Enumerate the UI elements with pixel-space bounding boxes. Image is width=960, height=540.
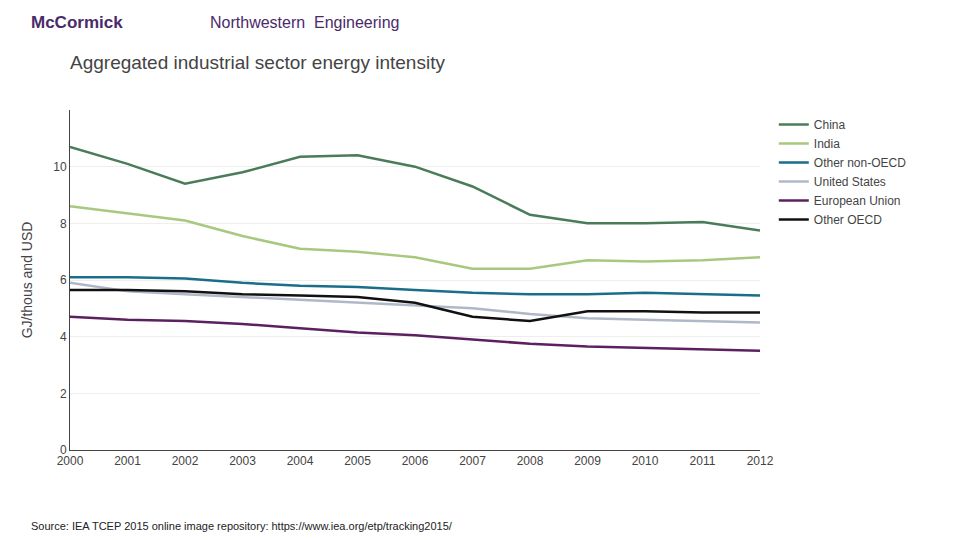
svg-text:Other non-OECD: Other non-OECD: [814, 156, 906, 170]
svg-text:2003: 2003: [229, 454, 256, 468]
svg-text:Other OECD: Other OECD: [814, 213, 882, 227]
svg-text:2: 2: [60, 387, 67, 401]
svg-text:8: 8: [60, 217, 67, 231]
svg-text:2011: 2011: [690, 454, 716, 468]
svg-text:2005: 2005: [344, 454, 371, 468]
svg-text:2007: 2007: [459, 454, 486, 468]
svg-text:Northwestern Engineering: Northwestern Engineering: [210, 14, 399, 31]
svg-text:2004: 2004: [287, 454, 314, 468]
svg-text:Aggregated industrial sector e: Aggregated industrial sector energy inte…: [70, 52, 445, 73]
svg-text:Source: IEA TCEP 2015 online i: Source: IEA TCEP 2015 online image repos…: [31, 520, 453, 532]
svg-text:2010: 2010: [632, 454, 659, 468]
svg-text:United States: United States: [814, 175, 886, 189]
svg-text:2006: 2006: [402, 454, 429, 468]
svg-text:European Union: European Union: [814, 194, 901, 208]
svg-text:2002: 2002: [172, 454, 199, 468]
svg-text:10: 10: [53, 160, 67, 174]
svg-text:2000: 2000: [57, 454, 84, 468]
svg-text:0: 0: [60, 443, 67, 457]
svg-text:GJ/thous and USD: GJ/thous and USD: [19, 222, 35, 339]
svg-text:China: China: [814, 118, 846, 132]
svg-text:4: 4: [60, 330, 67, 344]
svg-text:India: India: [814, 137, 840, 151]
svg-text:McCormick: McCormick: [31, 13, 123, 32]
svg-text:2009: 2009: [574, 454, 601, 468]
svg-text:2001: 2001: [114, 454, 141, 468]
svg-text:2012: 2012: [747, 454, 774, 468]
svg-text:6: 6: [60, 273, 67, 287]
svg-text:2008: 2008: [517, 454, 544, 468]
